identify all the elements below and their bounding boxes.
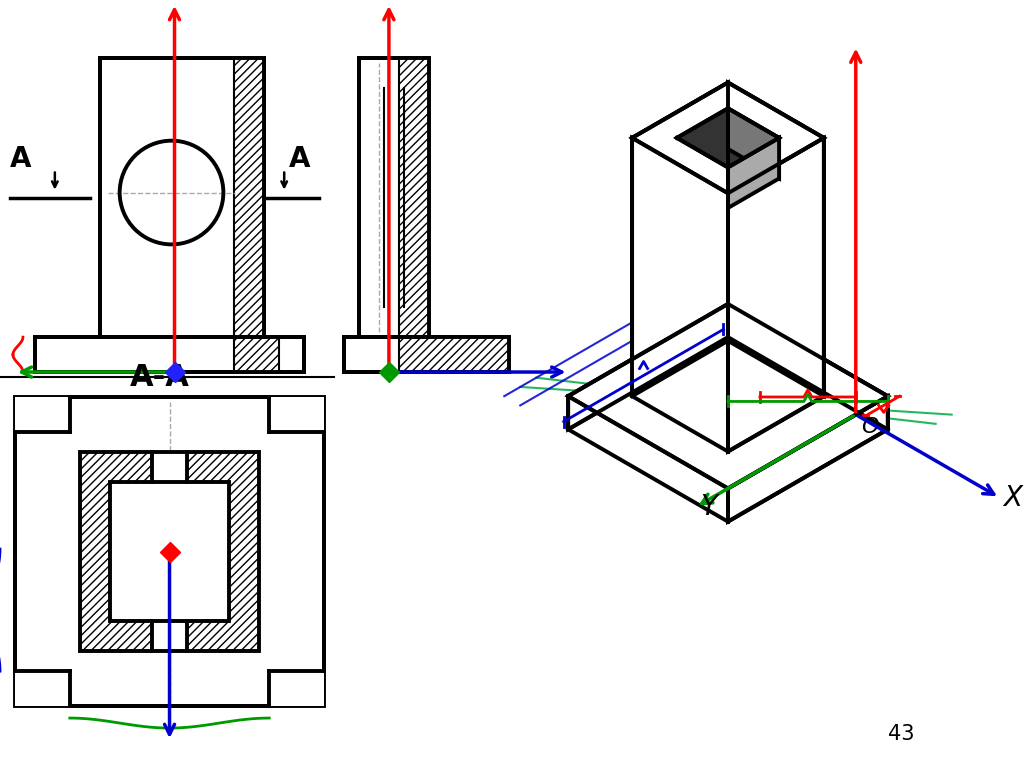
Text: A-A: A-A <box>130 363 189 392</box>
Bar <box>269 671 324 706</box>
Bar <box>344 337 509 372</box>
Text: 43: 43 <box>888 724 914 744</box>
Bar <box>359 58 429 337</box>
Bar <box>344 337 509 372</box>
Polygon shape <box>632 83 824 193</box>
Text: O: O <box>861 416 879 436</box>
Text: A: A <box>10 145 32 173</box>
Polygon shape <box>632 138 728 452</box>
Polygon shape <box>728 83 824 397</box>
Polygon shape <box>632 83 728 397</box>
Polygon shape <box>677 108 779 167</box>
Polygon shape <box>728 304 888 430</box>
Text: A: A <box>289 145 310 173</box>
Bar <box>269 397 324 432</box>
Bar <box>110 482 229 621</box>
Bar <box>80 452 259 651</box>
Polygon shape <box>568 304 728 430</box>
Bar <box>35 337 304 372</box>
Bar <box>399 337 509 372</box>
Bar <box>110 482 229 621</box>
Bar <box>359 58 429 337</box>
Bar <box>153 452 187 482</box>
Polygon shape <box>728 138 824 452</box>
Text: Y: Y <box>700 493 717 521</box>
Bar <box>153 621 187 651</box>
Polygon shape <box>568 304 888 489</box>
Bar <box>35 337 304 372</box>
Bar <box>99 58 264 337</box>
Bar <box>234 337 280 372</box>
Bar <box>15 671 70 706</box>
Bar <box>80 452 259 651</box>
Bar <box>234 58 264 337</box>
Polygon shape <box>728 108 779 179</box>
Bar <box>399 58 429 337</box>
Bar <box>99 58 264 337</box>
Polygon shape <box>728 138 779 208</box>
Bar <box>15 397 70 432</box>
Text: X: X <box>1004 484 1023 512</box>
Bar <box>15 397 324 706</box>
Polygon shape <box>728 397 888 522</box>
